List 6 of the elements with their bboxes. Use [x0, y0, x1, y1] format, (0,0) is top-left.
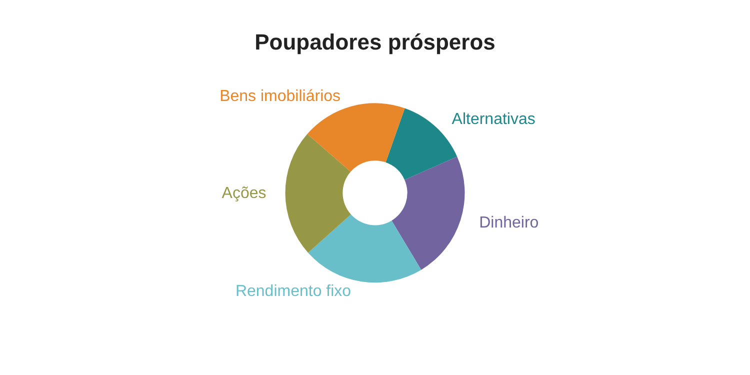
slice-label: Dinheiro: [479, 214, 539, 232]
slice-label: Alternativas: [452, 111, 536, 128]
slice-label: Ações: [222, 185, 266, 202]
slice-label: Bens imobiliários: [220, 88, 341, 105]
slice-label: Rendimento fixo: [235, 283, 352, 300]
chart-title: Poupadores prósperos: [254, 30, 496, 54]
